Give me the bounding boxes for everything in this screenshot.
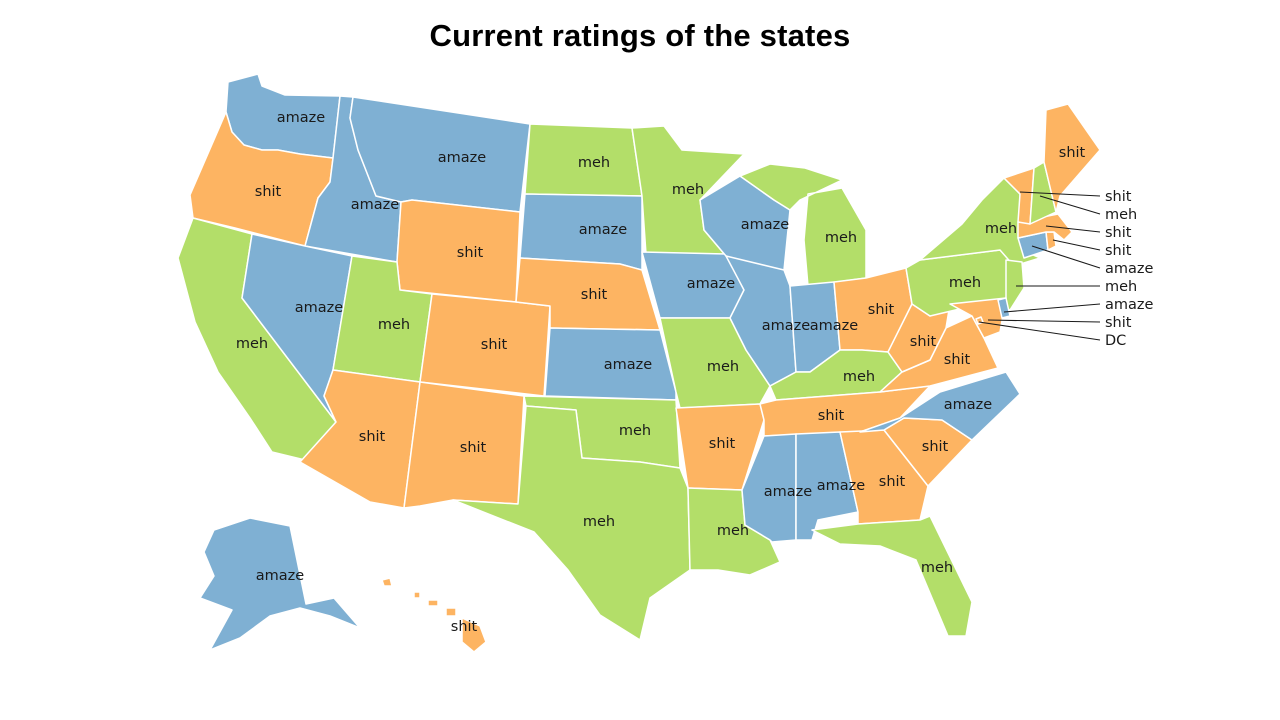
state-hi[interactable] <box>381 577 487 653</box>
leader-ct <box>1031 245 1101 269</box>
state-label-ca: meh <box>236 336 268 352</box>
state-label-la: meh <box>717 523 749 539</box>
state-label-ks: amaze <box>604 357 653 373</box>
state-label-az: shit <box>359 429 386 445</box>
state-label-pa: meh <box>949 275 981 291</box>
state-de[interactable] <box>997 297 1011 319</box>
state-label-mo: meh <box>707 359 739 375</box>
state-label-in: amaze <box>810 318 859 334</box>
leader-vt <box>1019 191 1101 197</box>
state-label-nd: meh <box>578 155 610 171</box>
callout-label: meh <box>1105 207 1137 223</box>
state-label-va: shit <box>944 352 971 368</box>
state-label-ia: amaze <box>687 276 736 292</box>
state-label-ny: meh <box>985 221 1017 237</box>
state-label-tx: meh <box>583 514 615 530</box>
state-label-hi: shit <box>451 619 478 635</box>
state-label-tn: shit <box>818 408 845 424</box>
state-label-al: amaze <box>817 478 866 494</box>
leader-md <box>987 319 1101 323</box>
state-co[interactable] <box>419 293 551 397</box>
state-label-nv: amaze <box>295 300 344 316</box>
callout-label: shit <box>1105 189 1132 205</box>
state-label-nc: amaze <box>944 397 993 413</box>
callout-label: amaze <box>1105 297 1154 313</box>
state-label-il: amaze <box>762 318 811 334</box>
state-label-ga: shit <box>879 474 906 490</box>
state-label-co: shit <box>481 337 508 353</box>
state-label-wy: shit <box>457 245 484 261</box>
callout-label: shit <box>1105 243 1132 259</box>
state-label-ne: shit <box>581 287 608 303</box>
state-nc[interactable] <box>859 371 1021 441</box>
state-label-mn: meh <box>672 182 704 198</box>
state-fl[interactable] <box>811 515 973 637</box>
state-label-sc: shit <box>922 439 949 455</box>
state-label-wa: amaze <box>277 110 326 126</box>
state-label-id: amaze <box>351 197 400 213</box>
state-label-mi: meh <box>825 230 857 246</box>
state-label-ok: meh <box>619 423 651 439</box>
callout-label: amaze <box>1105 261 1154 277</box>
callout-label: DC <box>1105 333 1126 349</box>
leader-ma <box>1045 225 1101 233</box>
state-label-fl: meh <box>921 560 953 576</box>
state-labels-layer: amaze shit meh amaze amaze amaze shit me… <box>236 110 1086 635</box>
state-label-ut: meh <box>378 317 410 333</box>
state-label-nm: shit <box>460 440 487 456</box>
callout-leaders <box>978 191 1101 341</box>
state-label-sd: amaze <box>579 222 628 238</box>
state-ak[interactable] <box>199 517 361 651</box>
state-label-ms: amaze <box>764 484 813 500</box>
map-title: Current ratings of the states <box>429 18 851 53</box>
state-ks[interactable] <box>544 327 677 401</box>
state-label-wi: amaze <box>741 217 790 233</box>
state-label-or: shit <box>255 184 282 200</box>
callout-label: shit <box>1105 225 1132 241</box>
state-label-me: shit <box>1059 145 1086 161</box>
leader-de <box>1003 303 1101 313</box>
state-label-oh: shit <box>868 302 895 318</box>
state-vt[interactable] <box>1003 167 1035 225</box>
state-tx[interactable] <box>452 405 691 641</box>
callout-labels: shit meh shit shit amaze meh amaze shit … <box>1105 189 1154 349</box>
leader-dc <box>978 321 1101 341</box>
states-layer <box>177 73 1101 653</box>
callout-label: meh <box>1105 279 1137 295</box>
state-label-ky: meh <box>843 369 875 385</box>
state-label-ak: amaze <box>256 568 305 584</box>
state-label-ar: shit <box>709 436 736 452</box>
leader-ri <box>1052 239 1101 251</box>
state-label-mt: amaze <box>438 150 487 166</box>
state-me[interactable] <box>1043 103 1101 213</box>
state-label-wv: shit <box>910 334 937 350</box>
callout-label: shit <box>1105 315 1132 331</box>
state-ri[interactable] <box>1045 231 1057 251</box>
state-ar[interactable] <box>675 403 765 491</box>
leader-nh <box>1039 195 1101 215</box>
